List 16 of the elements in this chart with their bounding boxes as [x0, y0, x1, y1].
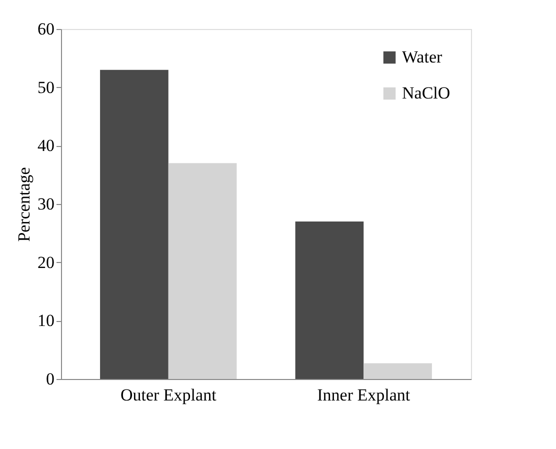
- y-tick-label: 30: [38, 194, 54, 214]
- y-tick-label: 50: [38, 78, 54, 97]
- y-tick-label: 20: [38, 252, 54, 272]
- bar: [100, 70, 168, 379]
- y-axis-title: Percentage: [14, 167, 34, 242]
- y-tick-label: 40: [38, 136, 54, 156]
- legend-label: NaClO: [402, 84, 450, 102]
- legend-label: Water: [402, 48, 442, 66]
- bar: [168, 163, 237, 379]
- bar: [295, 222, 364, 379]
- bar: [364, 363, 432, 379]
- x-tick-label: Outer Explant: [120, 386, 217, 404]
- y-tick-label: 0: [46, 370, 54, 388]
- x-tick-label: Inner Explant: [317, 386, 410, 404]
- y-tick-label: 10: [38, 311, 54, 330]
- y-tick-label: 60: [38, 20, 54, 38]
